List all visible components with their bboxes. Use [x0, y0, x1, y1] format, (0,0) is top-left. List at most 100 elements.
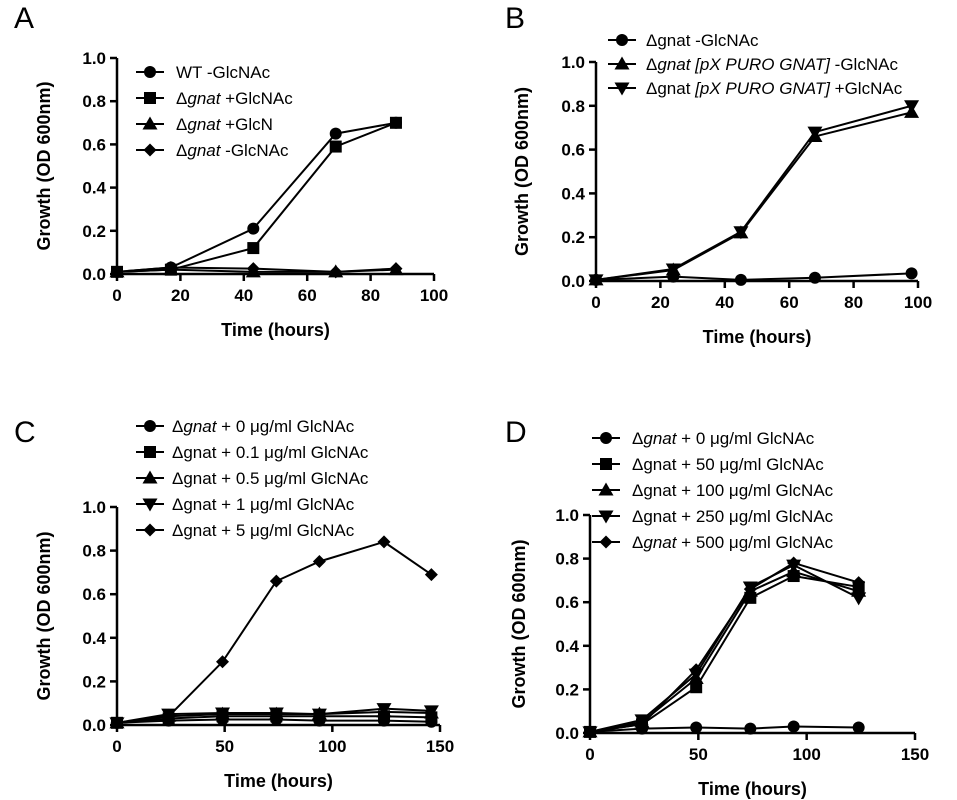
legend-marker [614, 56, 630, 70]
legend-marker [614, 82, 630, 96]
x-axis-title: Time (hours) [224, 771, 333, 791]
data-point [808, 271, 821, 284]
legend-label: Δgnat + 0 μg/ml GlcNAc [172, 417, 355, 436]
x-tick-label: 40 [715, 293, 734, 312]
y-tick-label: 0.6 [82, 585, 106, 604]
legend-entry: WT -GlcNAc [136, 63, 271, 82]
legend-label: Δgnat + 0.5 μg/ml GlcNAc [172, 469, 369, 488]
panel-letter: A [14, 2, 34, 35]
data-point [733, 226, 749, 240]
legend-label: WT -GlcNAc [176, 63, 271, 82]
legend-label: Δgnat + 0.1 μg/ml GlcNAc [172, 443, 369, 462]
y-tick-label: 0.4 [561, 184, 585, 203]
panel-D: D 0.0 0.2 0.4 0.6 0.8 1.0 0 50 100 150 Time (hours)… [505, 416, 929, 799]
series-line [595, 104, 912, 281]
legend-entry: Δgnat +GlcNAc [136, 89, 293, 108]
y-tick-label: 0.2 [82, 222, 106, 241]
y-axis-title: Growth (OD 600nm) [34, 81, 54, 250]
data-point [852, 721, 865, 734]
y-tick-label: 0.2 [82, 672, 106, 691]
data-point [329, 140, 342, 153]
data-point [376, 703, 392, 717]
series-line [589, 570, 859, 733]
legend: WT -GlcNAc Δgnat +GlcNAc Δgnat +GlcN Δgnat … [136, 63, 293, 160]
series-line [589, 561, 859, 733]
data-point [787, 720, 800, 733]
data-point [247, 242, 260, 255]
y-tick-label: 1.0 [555, 506, 579, 525]
legend-entry: Δgnat + 500 μg/ml GlcNAc [592, 533, 834, 552]
x-tick-label: 20 [171, 286, 190, 305]
data-point [583, 725, 597, 739]
legend-label: Δgnat -GlcNAc [646, 31, 759, 50]
legend-marker [144, 92, 156, 104]
data-point [424, 568, 438, 582]
series-line [589, 574, 859, 733]
panel-letter: C [14, 416, 36, 449]
legend-marker [142, 498, 158, 512]
legend-entry: Δgnat + 50 μg/ml GlcNAc [592, 455, 824, 474]
x-tick-label: 100 [420, 286, 448, 305]
x-axis-title: Time (hours) [703, 327, 812, 347]
x-tick-label: 150 [426, 737, 454, 756]
legend-label: Δgnat -GlcNAc [176, 141, 289, 160]
legend-marker [144, 446, 156, 458]
x-tick-label: 60 [780, 293, 799, 312]
x-tick-label: 100 [792, 745, 820, 764]
legend-marker [142, 470, 158, 484]
x-tick-label: 20 [651, 293, 670, 312]
x-tick-label: 150 [901, 745, 929, 764]
series-5 [583, 556, 866, 739]
y-tick-label: 0.8 [561, 97, 585, 116]
series-4 [582, 559, 867, 740]
x-tick-label: 0 [112, 737, 121, 756]
legend: Δgnat -GlcNAc Δgnat [pX PURO GNAT] -GlcNA… [608, 31, 903, 98]
panel-A: A 0.0 0.2 0.4 0.6 0.8 1.0 0 20 40 60 80 100 Time (hou… [14, 2, 448, 340]
series-line [116, 540, 432, 724]
data-point [162, 709, 176, 723]
data-point [807, 126, 823, 140]
y-tick-label: 0.8 [82, 542, 106, 561]
y-tick-label: 0.0 [555, 724, 579, 743]
legend-marker [144, 420, 156, 432]
legend-label: Δgnat + 500 μg/ml GlcNAc [632, 533, 834, 552]
legend-entry: Δgnat + 0 μg/ml GlcNAc [136, 417, 355, 436]
y-tick-label: 0.6 [555, 593, 579, 612]
series-2 [584, 570, 865, 738]
data-point [215, 707, 231, 721]
data-point [423, 705, 439, 719]
x-tick-label: 100 [904, 293, 932, 312]
y-tick-label: 0.4 [82, 179, 106, 198]
series-3 [582, 564, 867, 738]
y-tick-label: 0.0 [82, 716, 106, 735]
data-point [689, 663, 703, 677]
x-axis-title: Time (hours) [698, 779, 807, 799]
series-line [595, 111, 912, 281]
y-tick-label: 0.8 [82, 92, 106, 111]
x-axis-title: Time (hours) [221, 320, 330, 340]
data-point [744, 722, 757, 735]
data-point [110, 716, 124, 730]
series-line [589, 725, 859, 733]
data-point [665, 263, 681, 277]
x-tick-label: 0 [112, 286, 121, 305]
data-point [389, 262, 403, 276]
legend-entry: Δgnat + 0.5 μg/ml GlcNAc [136, 469, 369, 488]
y-tick-label: 1.0 [82, 49, 106, 68]
y-tick-label: 0.4 [82, 629, 106, 648]
legend-label: Δgnat + 1 μg/ml GlcNAc [172, 495, 355, 514]
data-point [787, 556, 801, 570]
panel-C: C 0.0 0.2 0.4 0.6 0.8 1.0 0 50 100 150 Time (hours)… [14, 416, 454, 791]
y-tick-label: 1.0 [82, 498, 106, 517]
x-tick-label: 80 [361, 286, 380, 305]
legend-marker [142, 116, 158, 130]
data-point [377, 535, 391, 549]
legend-marker [600, 458, 612, 470]
x-tick-label: 50 [215, 737, 234, 756]
legend-label: Δgnat + 0 μg/ml GlcNAc [632, 429, 815, 448]
legend-label: Δgnat + 250 μg/ml GlcNAc [632, 507, 834, 526]
legend-marker [600, 432, 612, 444]
x-tick-label: 40 [234, 286, 253, 305]
legend-marker [616, 34, 628, 46]
y-axis-title: Growth (OD 600nm) [512, 87, 532, 256]
